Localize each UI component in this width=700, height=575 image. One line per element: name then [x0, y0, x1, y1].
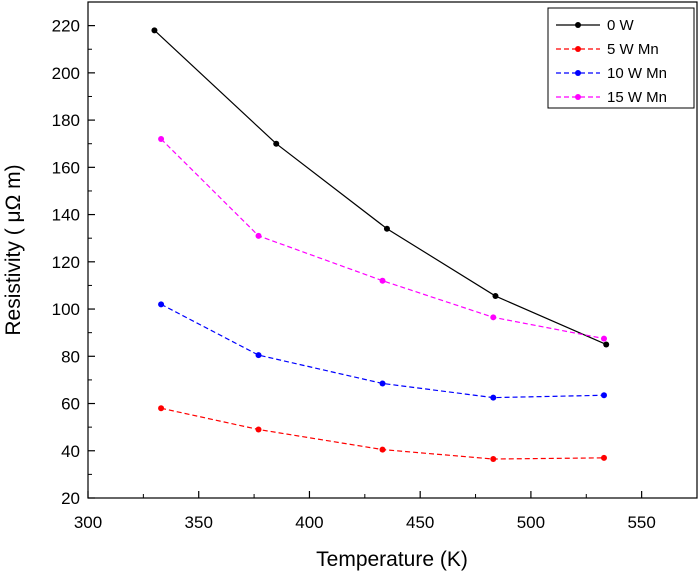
- data-point: [158, 301, 165, 308]
- y-tick-label: 80: [61, 347, 80, 366]
- data-point: [379, 380, 386, 387]
- x-tick-label: 400: [295, 513, 323, 532]
- data-point: [273, 140, 280, 147]
- data-point: [600, 454, 607, 461]
- legend-label: 5 W Mn: [607, 41, 659, 58]
- x-tick-label: 350: [185, 513, 213, 532]
- data-point: [255, 426, 262, 433]
- data-point: [490, 314, 497, 321]
- y-axis-title: Resistivity ( μΩ m): [2, 164, 25, 335]
- data-point: [383, 225, 390, 232]
- legend-marker: [575, 46, 581, 52]
- y-tick-label: 100: [52, 300, 80, 319]
- y-tick-label: 180: [52, 111, 80, 130]
- y-tick-label: 40: [61, 442, 80, 461]
- data-point: [600, 335, 607, 342]
- data-point: [600, 392, 607, 399]
- series-line-3: [160, 138, 605, 340]
- y-tick-label: 20: [61, 489, 80, 508]
- series-line-2: [160, 303, 605, 399]
- data-point: [603, 341, 610, 348]
- x-tick-label: 450: [406, 513, 434, 532]
- series-layer: [151, 27, 610, 463]
- x-tick-label: 550: [627, 513, 655, 532]
- data-point: [151, 27, 158, 34]
- data-point: [379, 446, 386, 453]
- legend-marker: [575, 94, 581, 100]
- x-axis-title: Temperature (K): [316, 548, 468, 571]
- legend-label: 0 W: [607, 17, 635, 34]
- y-tick-label: 140: [52, 206, 80, 225]
- data-point: [490, 394, 497, 401]
- legend-marker: [575, 22, 581, 28]
- y-axis: 20 40 60 80 100 120 140 160 180 200 220: [52, 1, 95, 508]
- data-point: [379, 277, 386, 284]
- y-tick-label: 160: [52, 158, 80, 177]
- legend-label: 10 W Mn: [607, 65, 667, 82]
- y-tick-label: 220: [52, 17, 80, 36]
- data-point: [158, 405, 165, 412]
- y-tick-label: 120: [52, 253, 80, 272]
- data-point: [255, 232, 262, 239]
- legend-marker: [575, 70, 581, 76]
- legend: 0 W 5 W Mn 10 W Mn 15 W Mn: [547, 7, 695, 109]
- data-point: [255, 352, 262, 359]
- legend-label: 15 W Mn: [607, 89, 667, 106]
- data-point: [492, 293, 499, 300]
- data-point: [158, 135, 165, 142]
- x-tick-label: 500: [517, 513, 545, 532]
- x-axis: 300 350 400 450 500 550: [74, 491, 656, 532]
- x-tick-label: 300: [74, 513, 102, 532]
- y-tick-label: 200: [52, 64, 80, 83]
- data-point: [490, 456, 497, 463]
- y-tick-label: 60: [61, 395, 80, 414]
